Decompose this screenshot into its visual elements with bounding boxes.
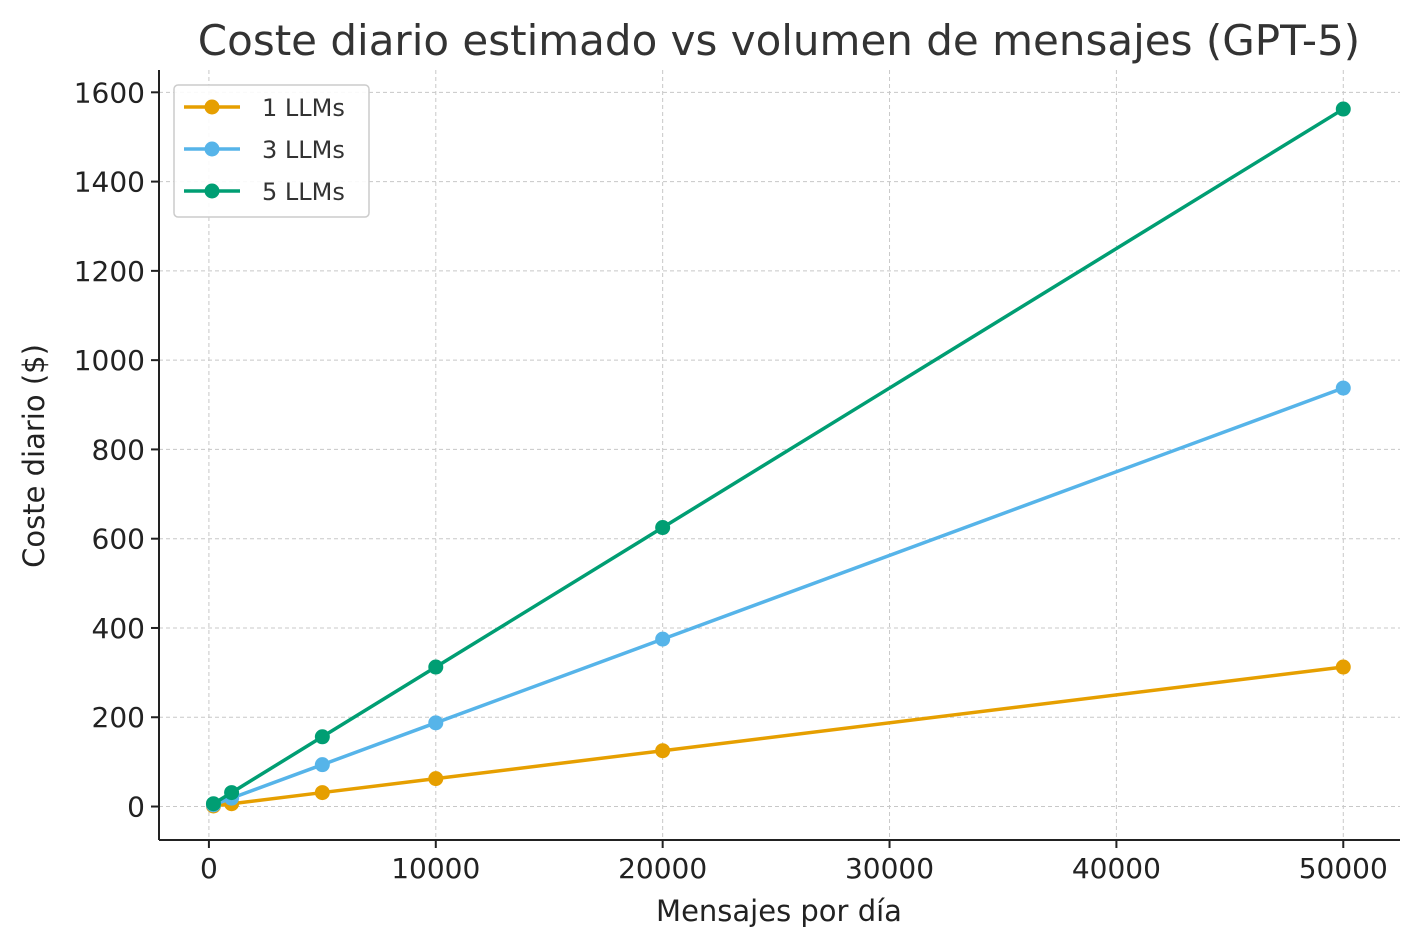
data-point [224,785,240,801]
legend: 1 LLMs 3 LLMs 5 LLMs [173,84,370,218]
y-axis-ticks: 0 200 400 600 800 1000 1200 1400 1600 [74,76,159,824]
x-tick-label: 50000 [1299,852,1388,885]
y-tick-label: 1600 [74,76,145,109]
series-line [213,665,1344,808]
data-point [1335,659,1351,675]
data-point [428,771,444,787]
data-point [205,796,221,812]
data-point [1335,101,1351,117]
series-line [212,107,1345,806]
y-tick-label: 1400 [74,166,145,199]
legend-marker [204,141,220,157]
legend-label: 1 LLMs [262,94,345,122]
y-tick-label: 400 [92,612,145,645]
y-tick-label: 800 [92,433,145,466]
series-3 [205,101,1351,812]
legend-item: 5 LLMs [184,178,345,206]
x-tick-label: 30000 [845,852,934,885]
chart-title: Coste diario estimado vs volumen de mens… [198,16,1360,65]
legend-label: 3 LLMs [262,136,345,164]
x-tick-label: 20000 [618,852,707,885]
data-point [1335,380,1351,396]
legend-marker [204,99,220,115]
data-point [655,743,671,759]
series-2 [205,380,1351,813]
y-tick-label: 0 [127,791,145,824]
data-point [428,715,444,731]
x-tick-label: 40000 [1072,852,1161,885]
y-tick-label: 600 [92,523,145,556]
data-point [314,785,330,801]
axes [158,70,1400,841]
legend-item: 3 LLMs [184,136,345,164]
data-point [655,631,671,647]
series-1 [205,659,1351,814]
series-layer [205,101,1351,814]
y-tick-label: 200 [92,701,145,734]
y-axis-label: Coste diario ($) [17,344,51,568]
y-tick-label: 1000 [74,344,145,377]
legend-frame [173,84,370,218]
data-point [655,520,671,536]
legend-item: 1 LLMs [184,94,345,122]
series-line [212,386,1344,807]
legend-label: 5 LLMs [262,178,345,206]
x-tick-label: 10000 [391,852,480,885]
legend-marker [204,183,220,199]
x-tick-label: 0 [200,852,218,885]
data-point [314,729,330,745]
data-point [428,659,444,675]
y-tick-label: 1200 [74,255,145,288]
data-point [314,757,330,773]
x-axis-label: Mensajes por día [656,894,902,928]
x-axis-ticks: 0 10000 20000 30000 40000 50000 [200,840,1388,885]
